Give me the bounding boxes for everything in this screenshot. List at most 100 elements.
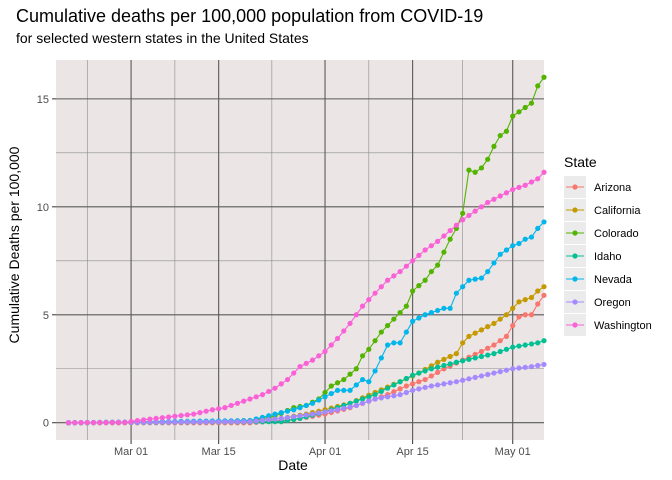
- data-point-washington: [122, 419, 128, 425]
- data-point-colorado: [447, 236, 453, 242]
- data-point-nevada: [485, 268, 491, 275]
- data-point-arizona: [416, 379, 422, 385]
- data-point-california: [491, 320, 497, 327]
- data-point-nevada: [278, 410, 284, 416]
- chart-subtitle: for selected western states in the Unite…: [16, 30, 309, 46]
- data-point-washington: [453, 222, 460, 228]
- x-tick-label: May 01: [495, 446, 531, 458]
- data-point-colorado: [541, 74, 547, 80]
- data-point-oregon: [322, 409, 328, 415]
- data-point-oregon: [328, 408, 334, 414]
- data-point-oregon: [472, 374, 478, 380]
- legend-label-oregon: Oregon: [594, 297, 631, 309]
- legend-item-idaho: Idaho: [564, 245, 622, 267]
- legend: Arizona California Colorado Idaho Nevada Oreg…: [564, 176, 652, 336]
- plot-panel: [56, 60, 544, 440]
- data-point-nevada: [272, 411, 278, 417]
- data-point-idaho: [491, 351, 497, 357]
- data-point-washington: [247, 396, 253, 402]
- data-point-colorado: [347, 371, 353, 377]
- data-point-oregon: [541, 361, 547, 368]
- data-point-nevada: [510, 243, 516, 249]
- data-point-nevada: [322, 394, 328, 400]
- data-point-colorado: [372, 338, 378, 344]
- data-point-colorado: [472, 169, 478, 175]
- data-point-washington: [140, 417, 147, 423]
- data-point-washington: [272, 385, 278, 391]
- data-point-washington: [284, 376, 291, 383]
- legend-key-point: [572, 276, 578, 282]
- data-point-arizona: [403, 383, 409, 389]
- data-point-arizona: [541, 292, 547, 298]
- data-point-california: [478, 327, 485, 333]
- data-point-nevada: [460, 284, 466, 290]
- data-point-washington: [372, 290, 378, 296]
- data-point-idaho: [372, 392, 378, 398]
- data-point-washington: [447, 227, 453, 234]
- data-point-washington: [178, 412, 184, 419]
- data-point-idaho: [472, 355, 478, 361]
- data-point-washington: [503, 190, 510, 196]
- legend-label-california: California: [594, 205, 641, 217]
- legend-key-point: [572, 184, 578, 190]
- data-point-idaho: [403, 375, 409, 382]
- chart-title: Cumulative deaths per 100,000 population…: [16, 6, 483, 26]
- data-point-oregon: [178, 419, 184, 425]
- y-tick-label: 0: [43, 418, 49, 430]
- data-point-idaho: [510, 344, 516, 350]
- data-point-arizona: [535, 301, 541, 307]
- x-tick-label: Apr 01: [309, 446, 341, 458]
- legend-key-point: [572, 230, 578, 236]
- data-point-oregon: [247, 419, 253, 425]
- data-point-idaho: [353, 398, 359, 404]
- data-point-nevada: [528, 234, 535, 240]
- data-point-nevada: [516, 240, 522, 247]
- data-point-california: [453, 351, 460, 357]
- data-point-california: [522, 297, 528, 303]
- data-point-oregon: [197, 419, 203, 425]
- data-point-nevada: [453, 290, 460, 296]
- data-point-california: [472, 330, 478, 336]
- data-point-oregon: [234, 419, 241, 425]
- data-point-colorado: [435, 262, 441, 268]
- data-point-nevada: [441, 305, 447, 311]
- data-point-oregon: [291, 414, 297, 420]
- data-point-nevada: [391, 340, 397, 346]
- data-point-idaho: [422, 368, 428, 374]
- data-point-idaho: [503, 346, 510, 352]
- data-point-california: [503, 312, 510, 318]
- data-point-oregon: [353, 402, 359, 409]
- data-point-washington: [472, 208, 478, 214]
- data-point-colorado: [366, 346, 372, 352]
- data-point-idaho: [378, 388, 384, 395]
- data-point-nevada: [497, 251, 503, 257]
- data-point-washington: [278, 381, 284, 387]
- data-point-nevada: [266, 413, 272, 419]
- data-point-nevada: [341, 387, 347, 393]
- data-point-oregon: [341, 405, 347, 411]
- data-point-arizona: [510, 322, 516, 329]
- data-point-idaho: [397, 379, 403, 385]
- data-point-oregon: [528, 363, 535, 370]
- data-point-oregon: [516, 365, 522, 371]
- data-point-nevada: [447, 305, 453, 311]
- data-point-washington: [209, 407, 216, 413]
- data-point-idaho: [522, 342, 528, 348]
- data-point-washington: [97, 419, 103, 426]
- data-point-idaho: [516, 343, 522, 349]
- data-point-nevada: [372, 368, 378, 374]
- data-point-washington: [397, 268, 403, 275]
- series-oregon: [65, 361, 547, 426]
- x-axis-ticks: Mar 01 Mar 15 Apr 01 Apr 15 May 01: [114, 440, 531, 458]
- minor-gridlines: [56, 60, 544, 440]
- data-point-colorado: [397, 310, 403, 316]
- legend-key-point: [572, 207, 578, 213]
- data-point-oregon: [303, 412, 309, 418]
- data-point-idaho: [347, 400, 353, 406]
- data-point-idaho: [416, 370, 422, 376]
- data-point-washington: [65, 420, 72, 426]
- data-point-colorado: [428, 268, 434, 275]
- x-axis-title: Date: [278, 457, 308, 473]
